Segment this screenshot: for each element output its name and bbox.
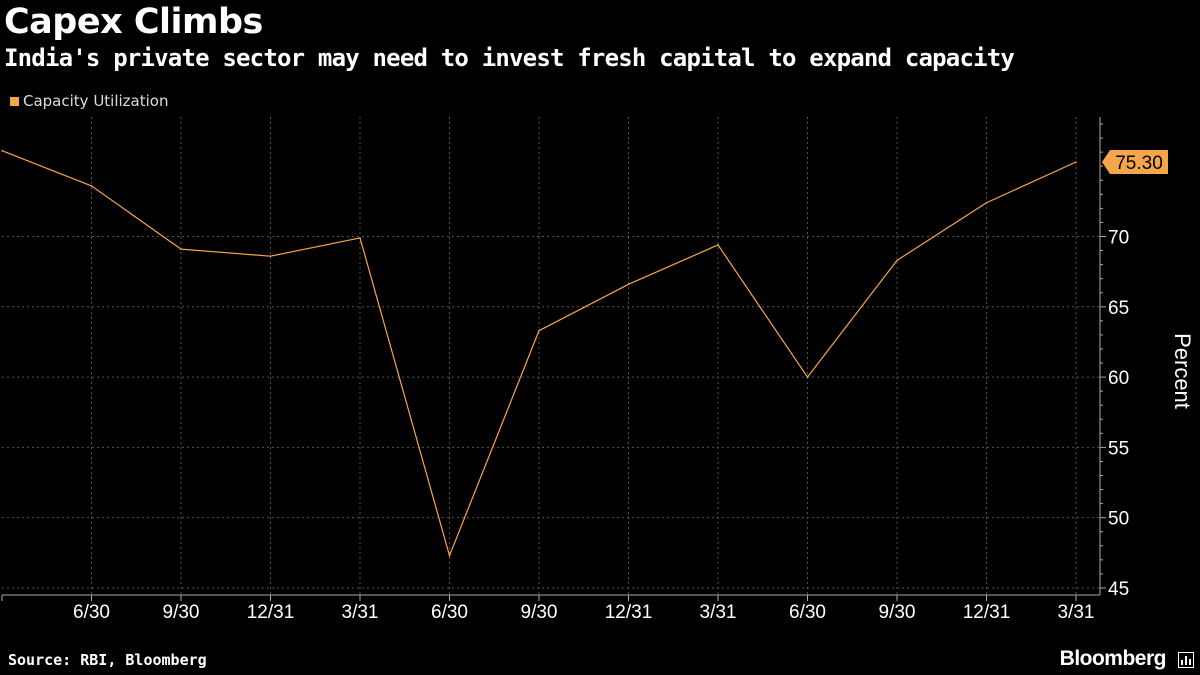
data-point	[538, 329, 540, 332]
last-value-badge	[1102, 149, 1168, 174]
data-point	[180, 248, 182, 250]
data-point	[985, 201, 988, 204]
x-tick-label: 6/30	[789, 602, 826, 623]
data-point	[269, 255, 272, 257]
x-tick-label: 3/31	[1058, 602, 1095, 623]
data-point	[896, 259, 898, 262]
data-point	[627, 283, 630, 286]
y-tick-label: 70	[1108, 228, 1129, 249]
y-tick-label: 55	[1108, 438, 1129, 459]
data-point	[448, 554, 451, 557]
source-note: Source: RBI, Bloomberg	[8, 651, 207, 669]
bloomberg-chart-icon	[1178, 652, 1194, 668]
y-tick-label: 65	[1108, 298, 1129, 319]
x-tick-label: 9/30	[521, 602, 558, 623]
data-point	[90, 185, 93, 187]
x-tick-label: 3/31	[342, 602, 379, 623]
x-tick-label: 6/30	[431, 602, 468, 623]
legend: Capacity Utilization	[10, 92, 168, 110]
chart-subtitle: India's private sector may need to inves…	[4, 44, 1015, 72]
data-point	[359, 237, 361, 239]
data-point	[717, 244, 719, 246]
legend-label: Capacity Utilization	[23, 92, 169, 110]
y-tick-label: 50	[1108, 509, 1129, 530]
x-tick-label: 6/30	[73, 602, 110, 623]
legend-swatch	[10, 96, 19, 106]
last-value-label: 75.30	[1115, 153, 1163, 174]
x-tick-label: 12/31	[247, 602, 295, 623]
brand-logo-text: Bloomberg	[1059, 647, 1167, 670]
x-tick-label: 9/30	[163, 602, 200, 623]
data-point	[806, 376, 809, 378]
y-tick-label: 60	[1108, 368, 1129, 389]
data-point	[1, 149, 3, 152]
y-axis-label: Percent	[1170, 333, 1195, 409]
chart-title: Capex Climbs	[4, 2, 263, 42]
x-tick-label: 12/31	[963, 602, 1011, 623]
data-point	[1075, 161, 1077, 163]
x-tick-label: 3/31	[700, 602, 737, 623]
y-tick-label: 45	[1108, 579, 1129, 600]
x-tick-label: 9/30	[879, 602, 916, 623]
x-tick-label: 12/31	[605, 602, 653, 623]
